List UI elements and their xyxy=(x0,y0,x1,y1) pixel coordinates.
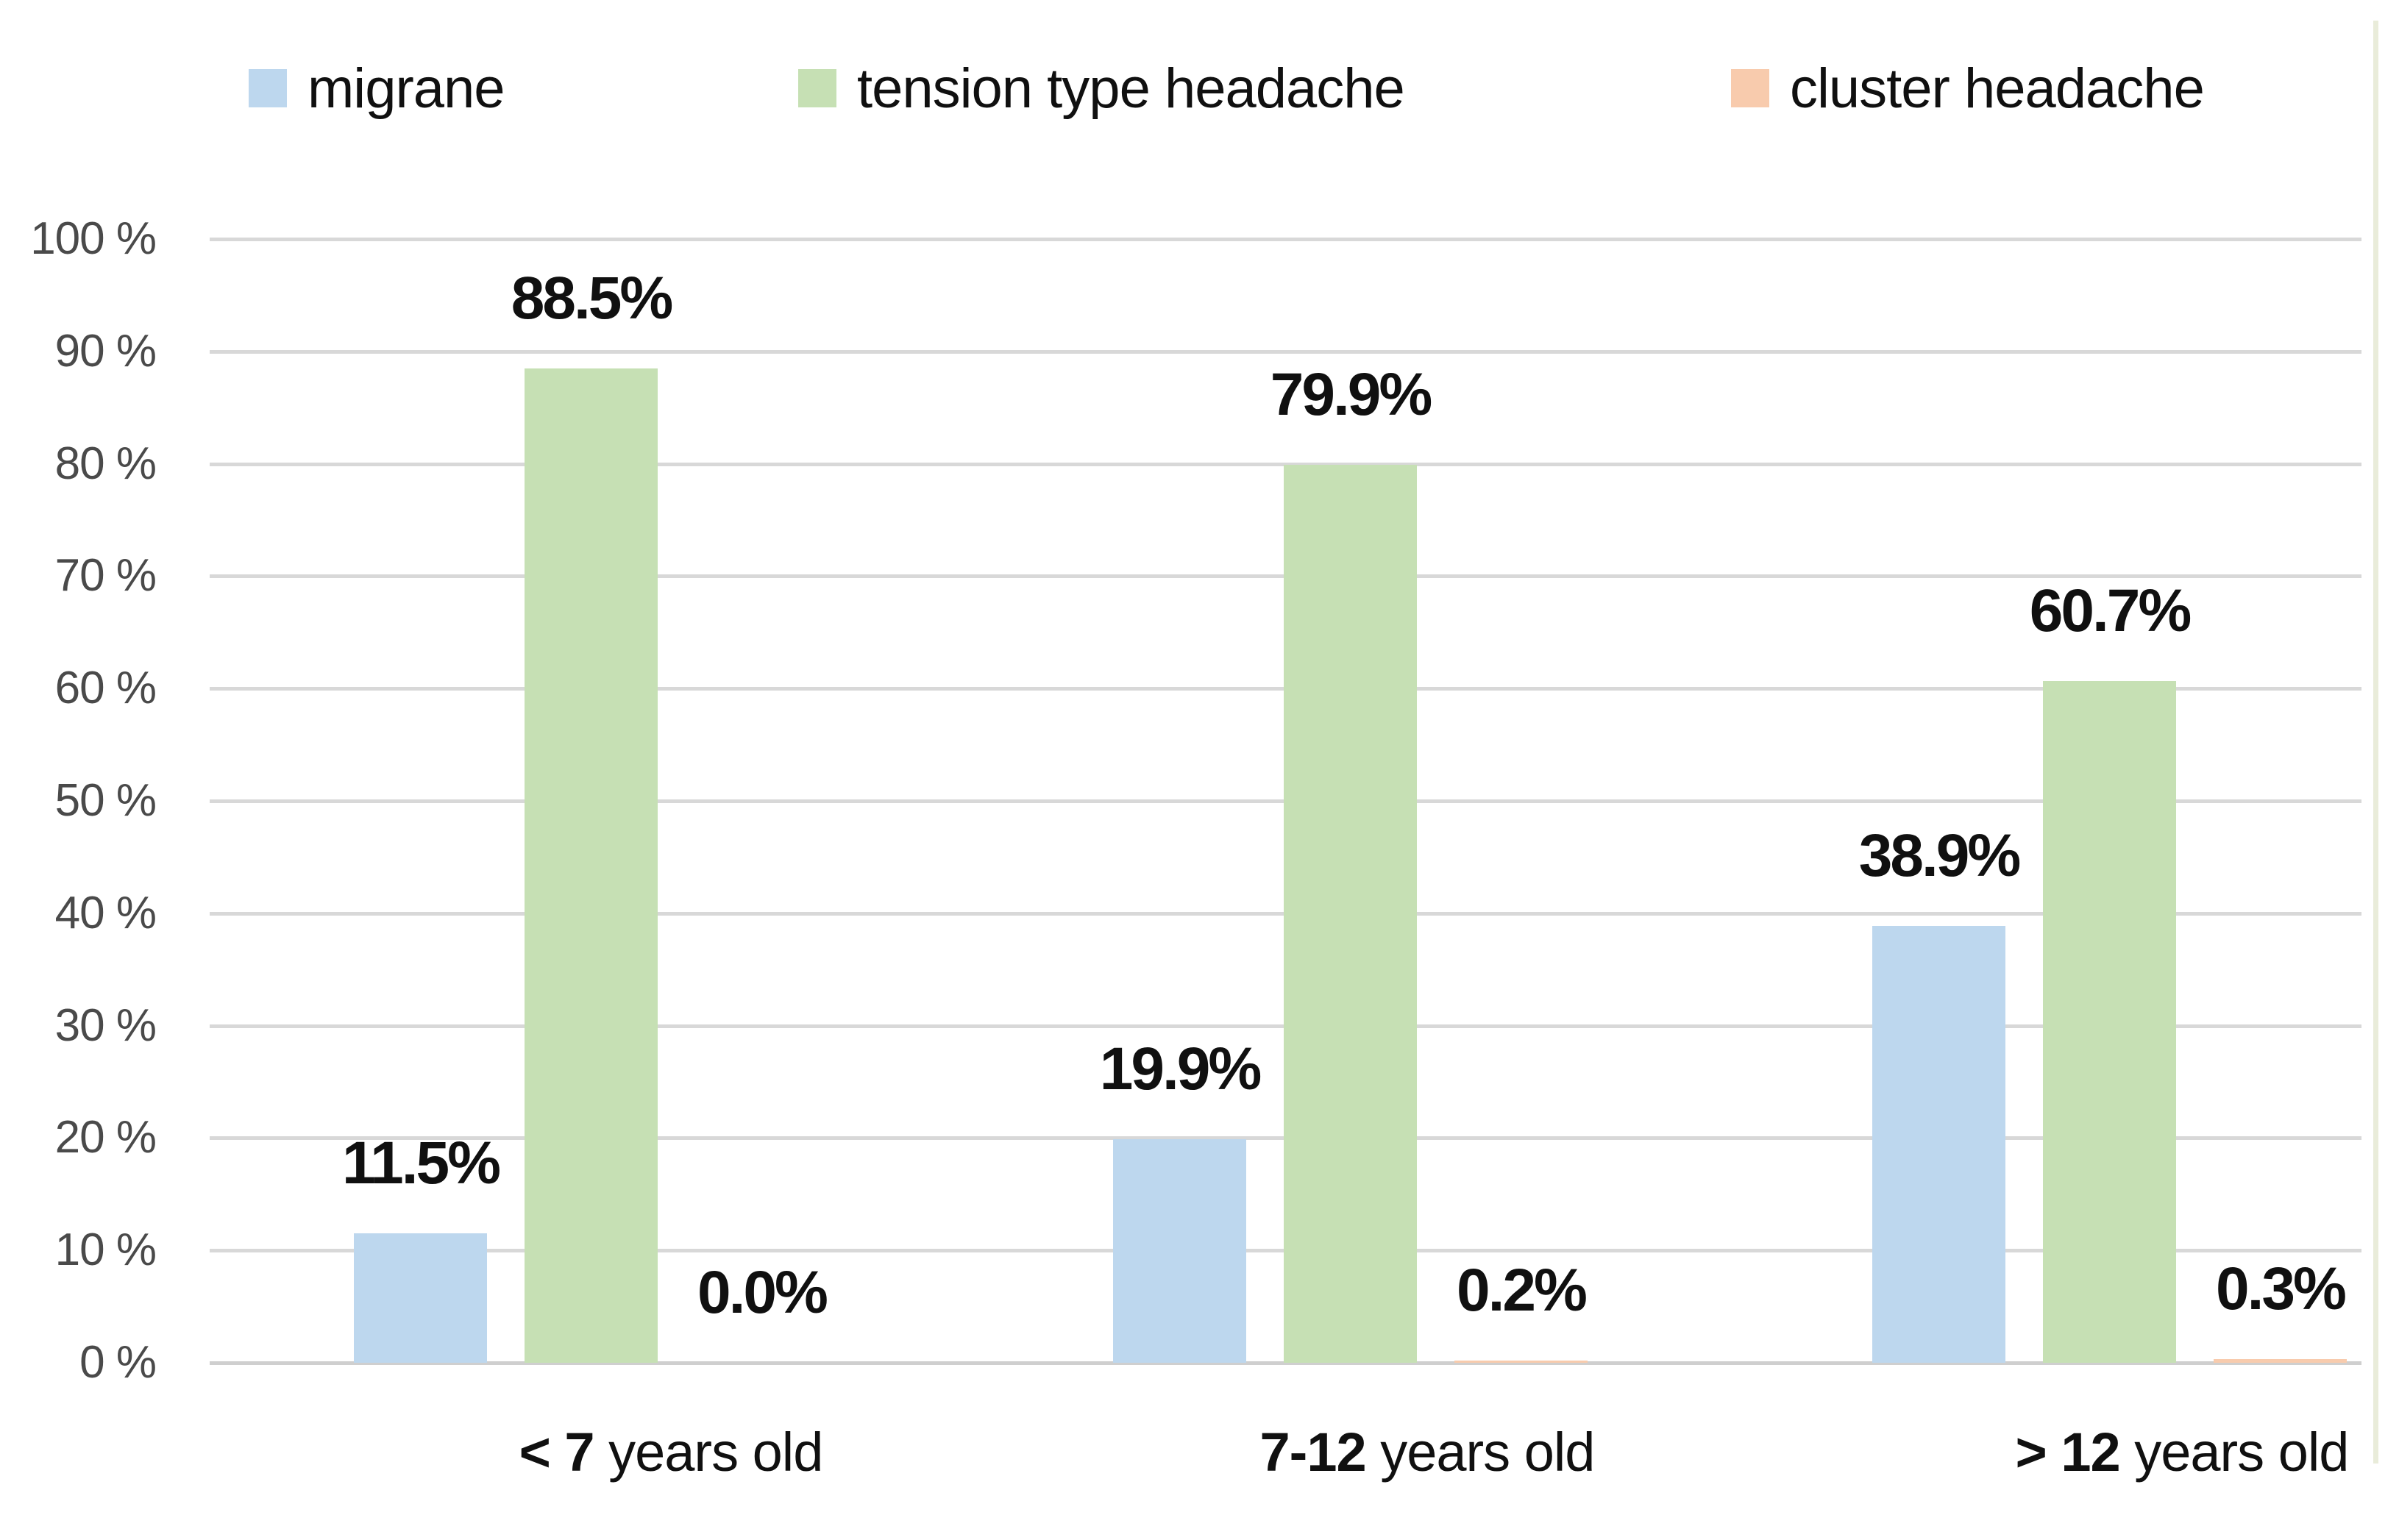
value-label-cluster-headache-group1: 0.0% xyxy=(697,1259,828,1326)
bar-migrane-group1 xyxy=(354,1233,487,1363)
figure-edge-line xyxy=(2373,21,2378,1464)
value-label-tension-type-headache-group1: 88.5% xyxy=(511,264,674,332)
legend-item-migrane: migrane xyxy=(249,40,505,136)
legend-swatch-cluster-icon xyxy=(1731,69,1769,107)
gridline-90pct xyxy=(210,349,2361,354)
x-axis-label-rest: years old xyxy=(594,1422,823,1483)
legend-swatch-tension-icon xyxy=(798,69,836,107)
value-label-cluster-headache-group3: 0.3% xyxy=(2216,1255,2347,1323)
bar-cluster-headache-group3 xyxy=(2214,1359,2347,1363)
legend-label-migrane: migrane xyxy=(308,57,505,120)
y-tick-label-20: 20 % xyxy=(54,1112,157,1163)
x-axis-label-7-12: 7-12 years old xyxy=(1259,1416,1596,1489)
x-axis-label-under-7: < 7 years old xyxy=(519,1416,824,1489)
y-tick-label-30: 30 % xyxy=(54,999,157,1051)
value-label-tension-type-headache-group3: 60.7% xyxy=(2029,577,2192,644)
y-tick-label-40: 40 % xyxy=(54,887,157,938)
y-tick-label-10: 10 % xyxy=(54,1224,157,1276)
value-label-tension-type-headache-group2: 79.9% xyxy=(1270,361,1433,429)
value-label-migrane-group2: 19.9% xyxy=(1099,1035,1262,1102)
gridline-100pct xyxy=(210,238,2361,241)
legend-label-tension: tension type headache xyxy=(857,57,1405,120)
value-label-cluster-headache-group2: 0.2% xyxy=(1457,1256,1588,1324)
y-tick-label-80: 80 % xyxy=(54,438,157,489)
legend-item-cluster-headache: cluster headache xyxy=(1731,40,2205,136)
x-axis-label-over-12: > 12 years old xyxy=(2015,1416,2350,1489)
bar-tension-type-headache-group2 xyxy=(1284,465,1417,1363)
bar-cluster-headache-group2 xyxy=(1454,1360,1588,1363)
y-tick-label-90: 90 % xyxy=(54,325,157,377)
bar-migrane-group2 xyxy=(1113,1138,1246,1363)
legend-item-tension-type-headache: tension type headache xyxy=(798,40,1405,136)
legend-label-cluster: cluster headache xyxy=(1790,57,2205,120)
gridline-80pct xyxy=(210,462,2361,466)
bar-migrane-group3 xyxy=(1872,925,2005,1363)
x-axis-line xyxy=(210,1361,2361,1365)
x-axis-label-bold: 7-12 xyxy=(1259,1422,1367,1483)
legend-swatch-migrane-icon xyxy=(249,69,287,107)
y-tick-label-100: 100 % xyxy=(30,213,157,264)
x-axis-label-bold: > 12 xyxy=(2015,1422,2121,1483)
bar-tension-type-headache-group1 xyxy=(525,368,658,1363)
x-axis-label-rest: years old xyxy=(1365,1422,1595,1483)
bar-tension-type-headache-group3 xyxy=(2043,680,2176,1363)
y-tick-label-50: 50 % xyxy=(54,775,157,826)
x-axis-label-rest: years old xyxy=(2119,1422,2349,1483)
y-tick-label-70: 70 % xyxy=(54,550,157,602)
x-axis-label-bold: < 7 xyxy=(519,1422,595,1483)
value-label-migrane-group1: 11.5% xyxy=(342,1130,501,1197)
y-tick-label-60: 60 % xyxy=(54,663,157,714)
y-tick-label-0: 0 % xyxy=(79,1337,157,1388)
value-label-migrane-group3: 38.9% xyxy=(1858,821,2022,889)
